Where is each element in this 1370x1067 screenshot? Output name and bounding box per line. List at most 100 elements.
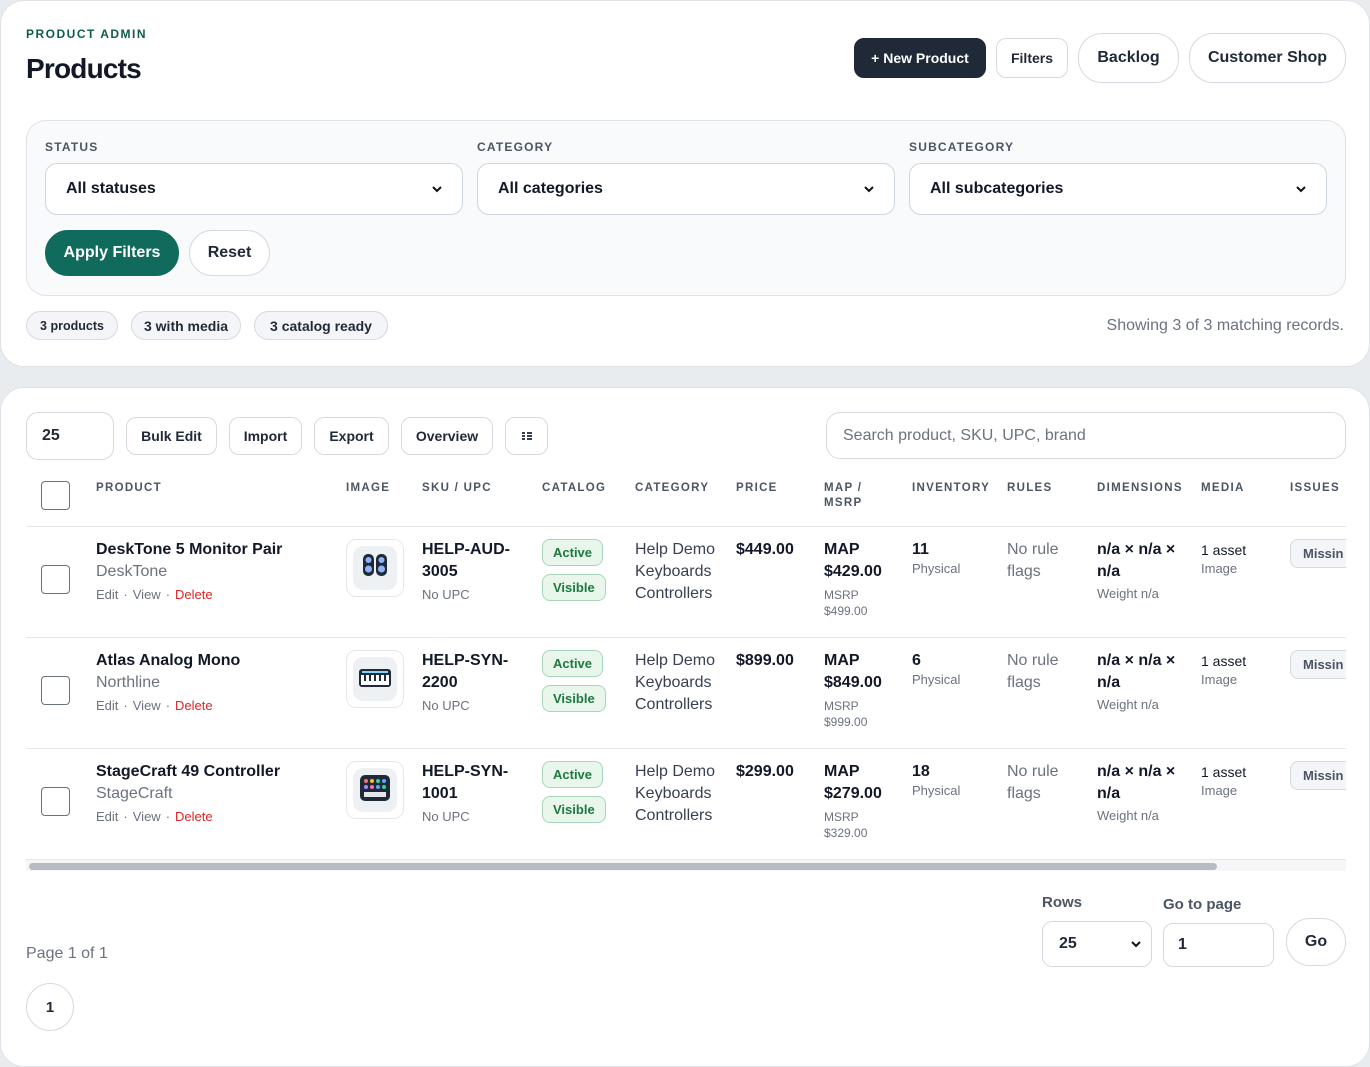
goto-label: Go to page: [1163, 896, 1242, 913]
row-checkbox[interactable]: [41, 787, 70, 816]
column-header: CATEGORY: [635, 482, 710, 494]
cell: DeskTone 5 Monitor Pair DeskTone Edit · View…: [96, 539, 346, 637]
thumbnail: [346, 650, 404, 708]
filter-value: All statuses: [66, 180, 156, 197]
cell: Active Visible: [542, 539, 635, 637]
cell: 18 Physical: [912, 761, 1007, 859]
columns-icon: [521, 432, 532, 440]
column-header: MAP / MSRP: [824, 482, 863, 509]
cell: [26, 539, 96, 637]
cell: HELP-AUD-3005 No UPC: [422, 539, 542, 637]
page-size-input[interactable]: 25: [26, 412, 114, 460]
select-all-checkbox[interactable]: [41, 481, 70, 510]
map-price: MAP $429.00: [824, 541, 882, 580]
thumbnail: [346, 539, 404, 597]
cell: Missin: [1290, 539, 1346, 637]
export-button[interactable]: Export: [314, 417, 389, 455]
cell: [26, 761, 96, 859]
bulk-edit-button[interactable]: Bulk Edit: [126, 417, 217, 455]
inventory-type: Physical: [912, 672, 961, 687]
cell: MAP $279.00 MSRP $329.00: [824, 761, 912, 859]
sku: HELP-AUD-3005: [422, 541, 510, 580]
weight: Weight n/a: [1097, 586, 1159, 601]
filter-select[interactable]: All categories: [477, 163, 895, 215]
table: PRODUCT IMAGE SKU / UPC CATALOG CATEGORY PRIC…: [26, 481, 1346, 871]
row-actions: Edit · View · Delete: [96, 587, 346, 602]
columns-button[interactable]: [505, 417, 548, 455]
shop-button[interactable]: Customer Shop: [1189, 33, 1346, 83]
action-link[interactable]: Delete: [175, 809, 213, 824]
filters-button[interactable]: Filters: [996, 38, 1068, 78]
filter-select[interactable]: All subcategories: [909, 163, 1327, 215]
scrollbar[interactable]: [26, 859, 1346, 871]
msrp-label: MSRP: [824, 810, 859, 824]
reset-button[interactable]: Reset: [189, 230, 270, 276]
cell: HELP-SYN-2200 No UPC: [422, 650, 542, 748]
cell: [346, 650, 422, 748]
cell: MAP $429.00 MSRP $499.00: [824, 539, 912, 637]
cell: [26, 650, 96, 748]
cell: 1 asset Image: [1201, 650, 1290, 748]
action-link[interactable]: View: [132, 698, 161, 713]
product-name: DeskTone 5 Monitor Pair: [96, 541, 283, 558]
cell: $449.00: [736, 539, 824, 637]
row-checkbox[interactable]: [41, 676, 70, 705]
apply-filters-button[interactable]: Apply Filters: [45, 230, 179, 276]
issue-badge: Missin: [1290, 761, 1346, 790]
action-link[interactable]: View: [132, 587, 161, 602]
brand: DeskTone: [96, 563, 168, 580]
upc: No UPC: [422, 698, 470, 713]
search-input[interactable]: Search product, SKU, UPC, brand: [826, 412, 1346, 459]
cell: n/a × n/a × n/a Weight n/a: [1097, 761, 1201, 859]
catalog-tag: Active: [542, 539, 604, 566]
backlog-button[interactable]: Backlog: [1078, 33, 1179, 83]
cell: Missin: [1290, 650, 1346, 748]
cell: StageCraft 49 Controller StageCraft Edit · V…: [96, 761, 346, 859]
page-button[interactable]: 1: [26, 983, 74, 1031]
filter-select[interactable]: All statuses: [45, 163, 463, 215]
action-link[interactable]: Edit: [96, 809, 119, 824]
upc: No UPC: [422, 809, 470, 824]
scroll-thumb[interactable]: [29, 863, 1217, 870]
chevron: [864, 185, 874, 192]
new-product-button[interactable]: + New Product: [854, 38, 986, 78]
msrp: $499.00: [824, 604, 868, 618]
cell: No rule flags: [1007, 650, 1097, 748]
column-header: ISSUES: [1290, 482, 1340, 494]
price: $299.00: [736, 763, 794, 780]
action-link[interactable]: Delete: [175, 587, 213, 602]
rules: No rule flags: [1007, 541, 1059, 580]
thumbnail: [346, 761, 404, 819]
action-link[interactable]: View: [132, 809, 161, 824]
import-button[interactable]: Import: [229, 417, 302, 455]
dimensions: n/a × n/a × n/a: [1097, 652, 1176, 691]
media-count: 1 asset: [1201, 542, 1247, 558]
issue-badge: Missin: [1290, 539, 1346, 568]
column-header: PRICE: [736, 482, 778, 494]
media-count: 1 asset: [1201, 653, 1247, 669]
catalog-tag: Visible: [542, 685, 606, 712]
goto-input[interactable]: 1: [1163, 923, 1274, 967]
action-link[interactable]: Edit: [96, 587, 119, 602]
row-checkbox[interactable]: [41, 565, 70, 594]
rows-label: Rows: [1042, 894, 1083, 911]
row-actions: Edit · View · Delete: [96, 809, 346, 824]
inventory: 6: [912, 652, 921, 669]
catalog-tag: Active: [542, 650, 604, 677]
inventory: 11: [912, 541, 929, 558]
media-type: Image: [1201, 783, 1238, 798]
column-header: INVENTORY: [912, 482, 991, 494]
msrp: $329.00: [824, 826, 868, 840]
rows-select[interactable]: 25: [1042, 921, 1152, 967]
product-image: [353, 546, 397, 590]
action-link[interactable]: Delete: [175, 698, 213, 713]
separator: ·: [123, 809, 128, 824]
cell: Atlas Analog Mono Northline Edit · View · Dele…: [96, 650, 346, 748]
column-header: CATALOG: [542, 482, 607, 494]
overview-button[interactable]: Overview: [401, 417, 493, 455]
go-button[interactable]: Go: [1286, 918, 1346, 966]
brand: StageCraft: [96, 785, 173, 802]
cell: $299.00: [736, 761, 824, 859]
action-link[interactable]: Edit: [96, 698, 119, 713]
inventory: 18: [912, 763, 930, 780]
